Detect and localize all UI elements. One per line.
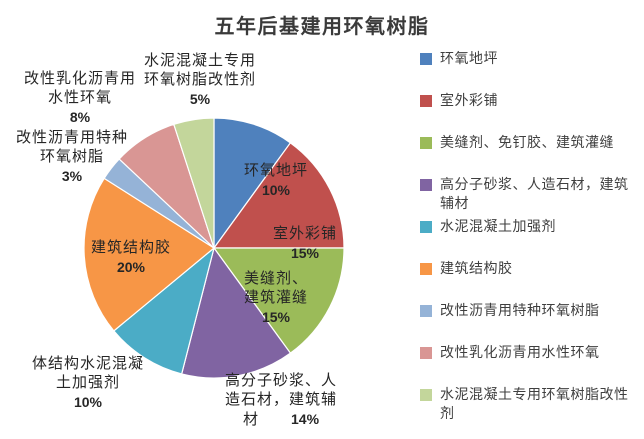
slice-label-line: 土加强剂 bbox=[55, 375, 121, 391]
legend-swatch-icon bbox=[420, 53, 432, 65]
legend-item-label: 改性乳化沥青用水性环氧 bbox=[440, 346, 600, 361]
slice-label-7: 改性乳化沥青用 水性环氧 8% bbox=[24, 70, 136, 128]
pie-chart bbox=[83, 117, 345, 379]
slice-label-6: 改性沥青用特种 环氧树脂 3% bbox=[16, 129, 128, 187]
legend-item-4: 水泥混凝土加强剂 bbox=[420, 218, 632, 260]
slice-label-line: 高分子砂浆、人 bbox=[224, 373, 338, 389]
legend-item-8: 水泥混凝土专用环氧树脂改性剂 bbox=[420, 386, 632, 428]
slice-label-line: 20% bbox=[91, 258, 171, 278]
slice-percent: 14% bbox=[290, 411, 320, 427]
pie-slice-3 bbox=[180, 246, 292, 379]
slice-label-line: 美缝剂、 bbox=[243, 271, 309, 287]
chart-title: 五年后基建用环氧树脂 bbox=[214, 16, 430, 38]
slice-percent: 10% bbox=[73, 394, 103, 410]
slice-label-line: 建筑灌缝 bbox=[243, 290, 309, 306]
legend-item-3: 高分子砂浆、人造石材，建筑辅材 bbox=[420, 176, 632, 218]
pie-slice-1 bbox=[212, 141, 345, 249]
slice-percent: 15% bbox=[261, 309, 291, 325]
legend-swatch-icon bbox=[420, 179, 432, 191]
pie-slice-2 bbox=[212, 247, 345, 355]
legend-item-label: 室外彩铺 bbox=[440, 94, 498, 109]
pie-slice-5 bbox=[83, 177, 216, 332]
slice-percent: 20% bbox=[116, 259, 146, 275]
slice-label-line: 水泥混凝土专用 bbox=[143, 53, 257, 69]
slice-label-line: 造石材，建筑辅 bbox=[224, 392, 338, 408]
slice-percent: 10% bbox=[261, 182, 291, 198]
slice-label-line: 体结构水泥混凝 bbox=[31, 356, 145, 372]
slice-label-line: 改性乳化沥青用 bbox=[23, 71, 137, 87]
legend-item-5: 建筑结构胶 bbox=[420, 260, 632, 302]
slice-percent: 5% bbox=[189, 91, 211, 107]
slice-label-line: 8% bbox=[24, 108, 136, 128]
legend-item-7: 改性乳化沥青用水性环氧 bbox=[420, 344, 632, 386]
pie-slice-4 bbox=[112, 246, 216, 375]
legend-item-label: 水泥混凝土加强剂 bbox=[440, 220, 556, 235]
legend-swatch-icon bbox=[420, 347, 432, 359]
legend-swatch-icon bbox=[420, 263, 432, 275]
legend-item-label: 建筑结构胶 bbox=[440, 262, 513, 277]
slice-label-1: 室外彩铺 15% bbox=[273, 225, 337, 264]
slice-label-line: 水性环氧 bbox=[47, 90, 113, 106]
slice-label-4: 体结构水泥混凝 土加强剂 10% bbox=[32, 355, 144, 413]
slice-label-5: 建筑结构胶 20% bbox=[91, 239, 171, 278]
legend: 环氧地坪 室外彩铺 美缝剂、免钉胶、建筑灌缝 高分子砂浆、人造石材，建筑辅材 水… bbox=[420, 50, 632, 428]
legend-item-1: 室外彩铺 bbox=[420, 92, 632, 134]
slice-label-8: 水泥混凝土专用 环氧树脂改性剂 5% bbox=[144, 52, 256, 110]
slice-label-0: 环氧地坪 10% bbox=[244, 162, 308, 201]
pie-slice-8 bbox=[173, 117, 215, 249]
slice-label-line: 5% bbox=[144, 90, 256, 110]
legend-item-label: 水泥混凝土专用环氧树脂改性剂 bbox=[440, 388, 629, 422]
legend-item-0: 环氧地坪 bbox=[420, 50, 632, 92]
slice-percent: 15% bbox=[290, 245, 320, 261]
slice-label-line: 环氧树脂改性剂 bbox=[143, 72, 257, 88]
legend-swatch-icon bbox=[420, 95, 432, 107]
slice-label-line: 10% bbox=[32, 393, 144, 413]
slice-label-line: 10% bbox=[244, 181, 308, 201]
legend-item-label: 环氧地坪 bbox=[440, 52, 498, 67]
legend-swatch-icon bbox=[420, 305, 432, 317]
legend-item-6: 改性沥青用特种环氧树脂 bbox=[420, 302, 632, 344]
slice-label-line: 3% bbox=[16, 167, 128, 187]
legend-swatch-icon bbox=[420, 389, 432, 401]
legend-swatch-icon bbox=[420, 221, 432, 233]
slice-label-line: 材 14% bbox=[242, 411, 320, 428]
slice-label-2: 美缝剂、建筑灌缝 15% bbox=[244, 270, 308, 328]
legend-item-2: 美缝剂、免钉胶、建筑灌缝 bbox=[420, 134, 632, 176]
legend-item-label: 高分子砂浆、人造石材，建筑辅材 bbox=[440, 178, 629, 212]
slice-percent: 3% bbox=[61, 168, 83, 184]
slice-label-line: 环氧地坪 bbox=[243, 163, 309, 179]
slice-label-3: 高分子砂浆、人 造石材，建筑辅材 14% bbox=[225, 372, 337, 430]
slice-label-line: 15% bbox=[273, 244, 337, 264]
slice-label-line: 环氧树脂 bbox=[39, 149, 105, 165]
slice-label-line: 改性沥青用特种 bbox=[15, 130, 129, 146]
slice-percent: 8% bbox=[69, 109, 91, 125]
legend-swatch-icon bbox=[420, 137, 432, 149]
slice-label-line: 建筑结构胶 bbox=[90, 240, 172, 256]
slice-label-line: 室外彩铺 bbox=[272, 226, 338, 242]
pie-slice-0 bbox=[213, 117, 292, 250]
legend-item-label: 美缝剂、免钉胶、建筑灌缝 bbox=[440, 136, 614, 151]
slice-label-line: 15% bbox=[244, 308, 308, 328]
legend-item-label: 改性沥青用特种环氧树脂 bbox=[440, 304, 600, 319]
